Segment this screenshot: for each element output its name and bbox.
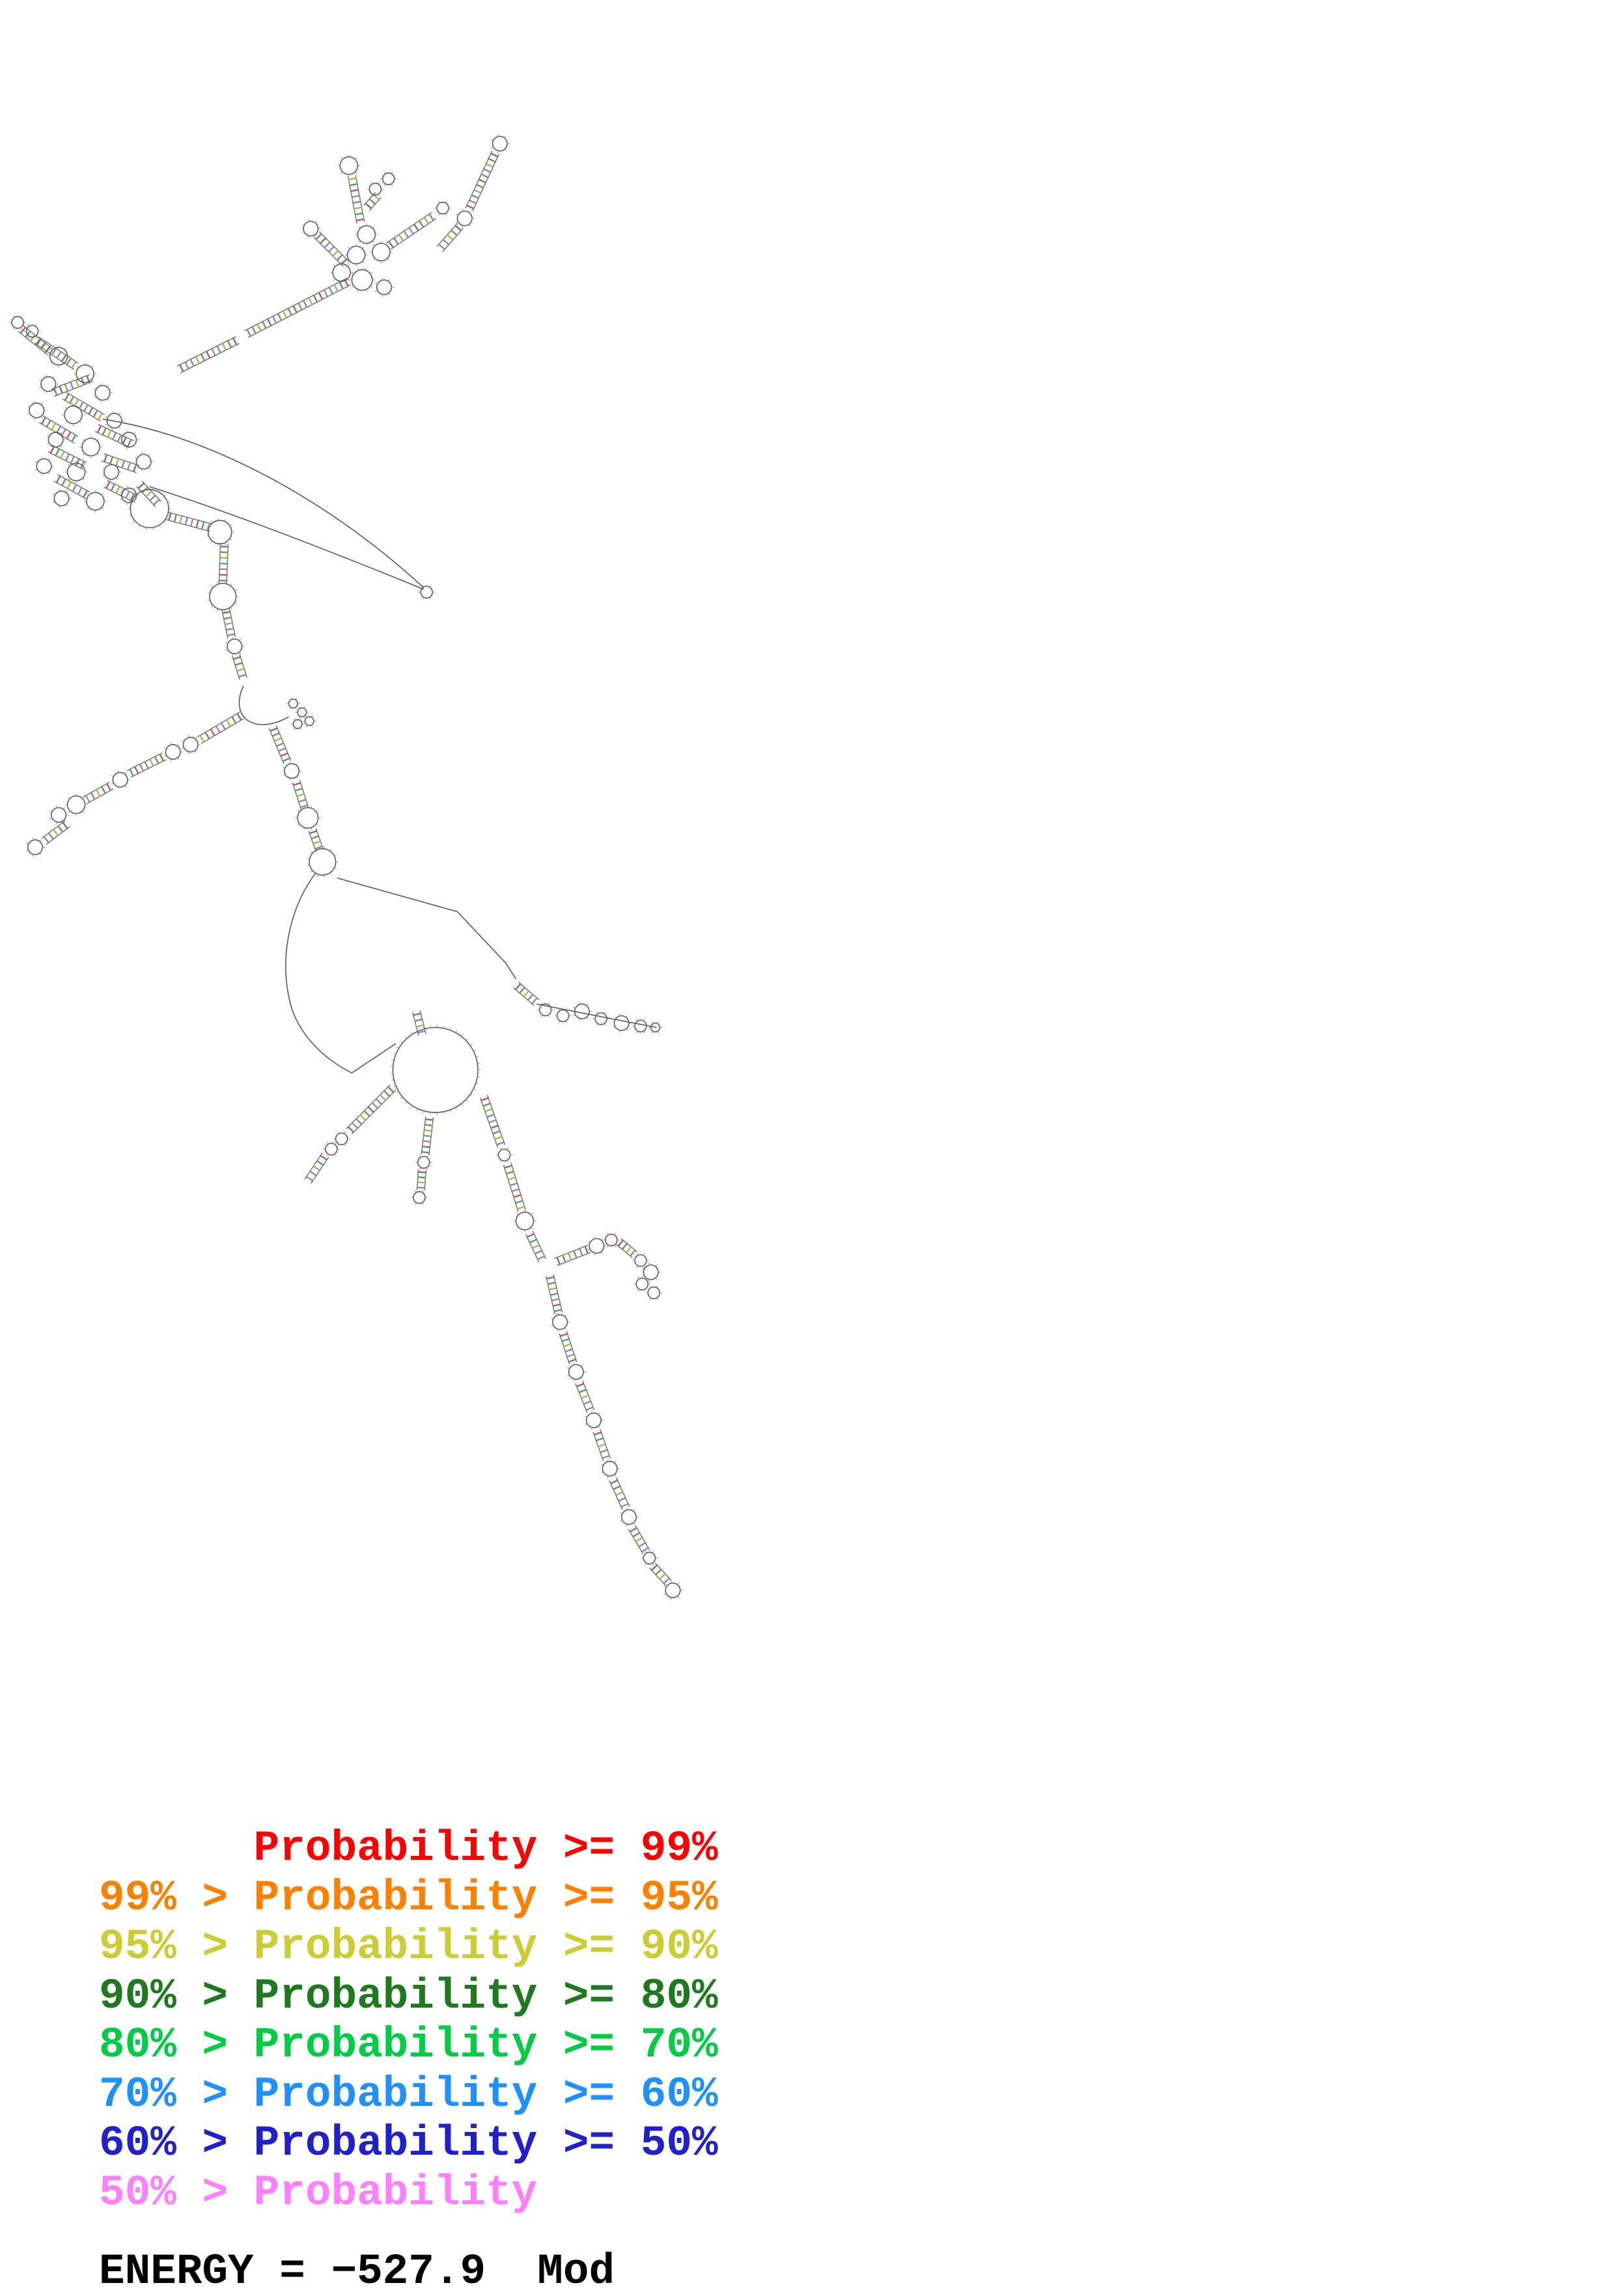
legend-line: 80% > Probability >= 70% <box>99 2021 718 2070</box>
legend-line: 60% > Probability >= 50% <box>99 2119 718 2168</box>
legend-line: 99% > Probability >= 95% <box>99 1874 718 1923</box>
legend-line: 95% > Probability >= 90% <box>99 1922 718 1972</box>
legend-line: Probability >= 99% <box>99 1824 718 1874</box>
probability-legend: Probability >= 99%99% > Probability >= 9… <box>99 1824 718 2217</box>
energy-label: ENERGY = −527.9 Mod <box>99 2247 615 2296</box>
legend-line: 90% > Probability >= 80% <box>99 1972 718 2021</box>
legend-line: 70% > Probability >= 60% <box>99 2070 718 2120</box>
legend-line: 50% > Probability <box>99 2168 718 2218</box>
